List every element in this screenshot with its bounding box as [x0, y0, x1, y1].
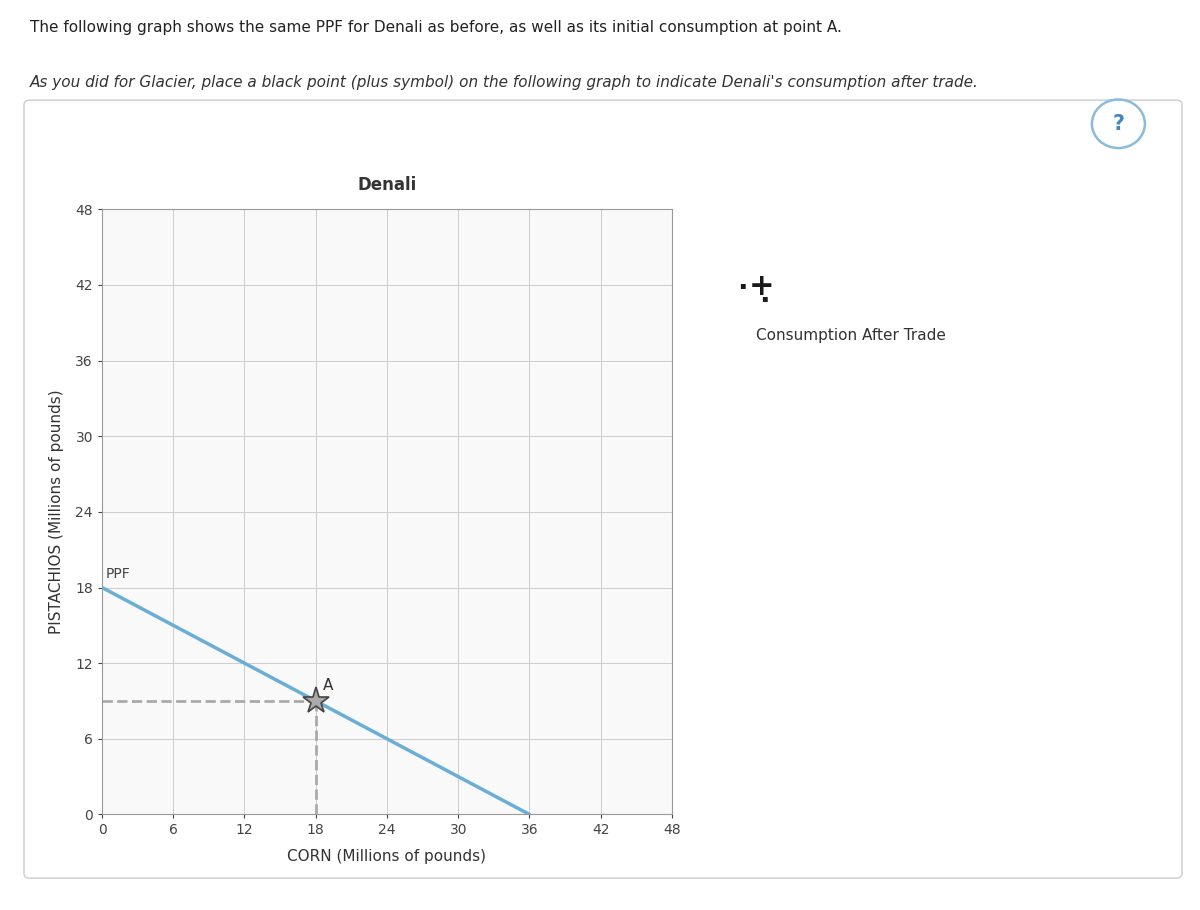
Text: The following graph shows the same PPF for Denali as before, as well as its init: The following graph shows the same PPF f… [30, 20, 842, 35]
X-axis label: CORN (Millions of pounds): CORN (Millions of pounds) [288, 849, 486, 864]
Text: As you did for Glacier, place a black point (plus symbol) on the following graph: As you did for Glacier, place a black po… [30, 75, 979, 89]
Text: Consumption After Trade: Consumption After Trade [756, 328, 946, 342]
Text: ?: ? [1112, 114, 1124, 134]
Text: PPF: PPF [106, 567, 131, 581]
Title: Denali: Denali [358, 176, 416, 194]
Text: A: A [323, 679, 334, 693]
Text: ▪: ▪ [739, 280, 746, 289]
Y-axis label: PISTACHIOS (Millions of pounds): PISTACHIOS (Millions of pounds) [49, 389, 64, 634]
Text: +: + [749, 272, 775, 301]
Text: ▪: ▪ [761, 293, 768, 302]
